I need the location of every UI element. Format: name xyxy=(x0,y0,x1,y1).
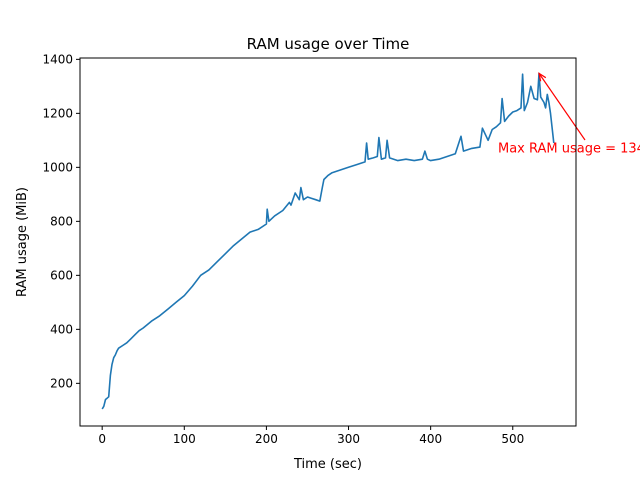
plot-frame xyxy=(79,57,577,427)
max-ram-annotation: Max RAM usage = 1348.68 MiB xyxy=(498,141,640,156)
x-tick-label: 300 xyxy=(337,432,360,446)
ram-usage-line xyxy=(101,72,555,410)
x-tick-label: 0 xyxy=(98,432,106,446)
series-layer xyxy=(101,72,555,410)
y-tick-label: 1400 xyxy=(42,52,73,66)
chart-title: RAM usage over Time xyxy=(247,35,410,53)
y-tick-label: 1200 xyxy=(42,106,73,120)
y-tick-label: 800 xyxy=(50,214,73,228)
y-tick-label: 600 xyxy=(50,268,73,282)
y-tick-label: 1000 xyxy=(42,160,73,174)
x-tick-label: 200 xyxy=(255,432,278,446)
y-tick-label: 200 xyxy=(50,376,73,390)
y-axis-label: RAM usage (MiB) xyxy=(15,187,30,297)
x-tick-label: 500 xyxy=(501,432,524,446)
y-axis-ticks: 200 400 600 800 1000 1200 1400 xyxy=(42,52,80,390)
annotation-arrow-line xyxy=(538,73,586,141)
y-tick-label: 400 xyxy=(50,322,73,336)
annotation-arrowhead xyxy=(538,72,547,82)
x-axis-ticks: 0 100 200 300 400 500 xyxy=(98,426,524,446)
x-axis-label: Time (sec) xyxy=(293,457,362,472)
x-tick-label: 100 xyxy=(173,432,196,446)
annotation-layer: Max RAM usage = 1348.68 MiB xyxy=(498,72,640,156)
x-tick-label: 400 xyxy=(419,432,442,446)
